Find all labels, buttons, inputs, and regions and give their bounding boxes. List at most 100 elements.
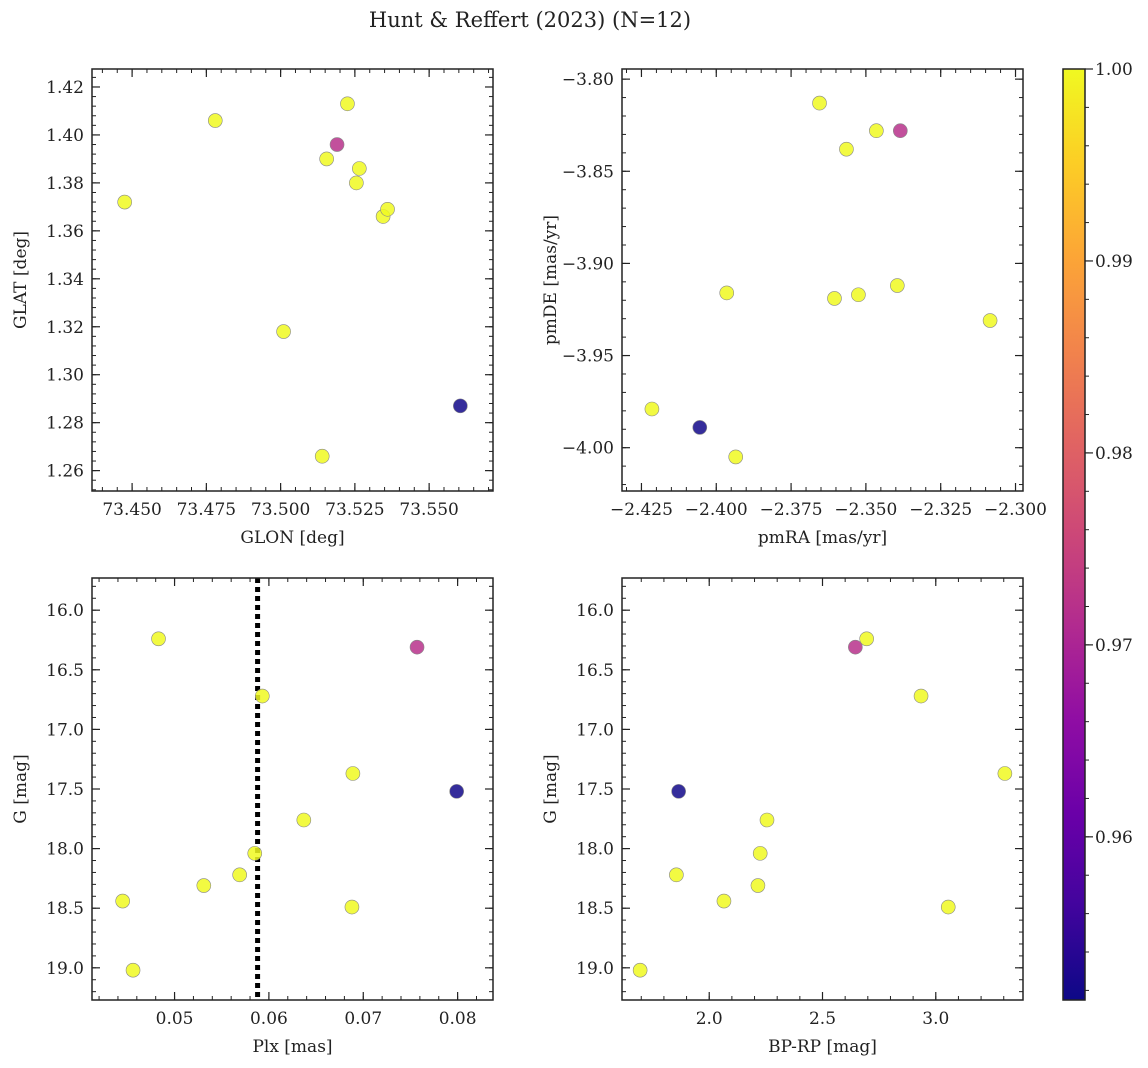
data-point bbox=[632, 962, 648, 978]
y-tick-label: 17.5 bbox=[46, 780, 84, 800]
data-point bbox=[345, 766, 361, 781]
y-tick-label: 1.40 bbox=[46, 126, 84, 146]
data-point bbox=[669, 867, 684, 883]
data-point bbox=[232, 867, 247, 883]
data-point bbox=[869, 123, 884, 139]
colorbar-tick-label: 0.98 bbox=[1095, 444, 1133, 464]
data-point bbox=[913, 688, 929, 704]
data-point bbox=[344, 899, 360, 915]
y-tick-label: 19.0 bbox=[576, 959, 614, 979]
y-tick-label: 16.0 bbox=[46, 601, 84, 621]
y-tick-label: 1.28 bbox=[46, 414, 84, 434]
y-tick-label: 17.0 bbox=[46, 720, 84, 740]
data-point bbox=[453, 398, 468, 414]
y-tick-label: 18.5 bbox=[576, 899, 614, 919]
data-point bbox=[671, 784, 686, 799]
data-point bbox=[296, 812, 312, 828]
data-point bbox=[982, 313, 998, 328]
y-tick-label: 1.30 bbox=[46, 366, 84, 386]
y-axis-label: pmDE [mas/yr] bbox=[541, 215, 561, 345]
y-tick-label: −3.80 bbox=[562, 70, 614, 90]
data-point bbox=[759, 812, 775, 828]
x-axis-label: BP-RP [mag] bbox=[768, 1037, 877, 1057]
axes-frame bbox=[91, 577, 494, 1001]
x-tick-label: −2.300 bbox=[984, 500, 1047, 520]
data-point bbox=[750, 878, 766, 893]
data-point bbox=[449, 784, 464, 799]
y-tick-label: −3.95 bbox=[562, 347, 614, 367]
data-point bbox=[719, 285, 735, 301]
data-point bbox=[125, 962, 141, 978]
axes-frame bbox=[621, 68, 1024, 492]
x-tick-label: −2.350 bbox=[834, 500, 897, 520]
colorbar-tick-label: 0.99 bbox=[1095, 252, 1133, 272]
data-point bbox=[380, 201, 395, 217]
x-axis-label: pmRA [mas/yr] bbox=[758, 528, 887, 548]
data-point bbox=[247, 846, 263, 861]
y-axis-label: G [mag] bbox=[541, 754, 561, 823]
axes-frame bbox=[91, 68, 494, 492]
y-tick-label: 16.5 bbox=[576, 661, 614, 681]
data-point bbox=[827, 291, 842, 306]
y-tick-label: −3.90 bbox=[562, 254, 614, 274]
data-point bbox=[940, 899, 956, 915]
data-point bbox=[196, 878, 212, 893]
y-tick-label: 18.0 bbox=[46, 840, 84, 860]
panel-bprp-g: 2.0 2.5 3.0 16.0 16.5 17.0 17.5 18.0 18.5 19.0 BP-… bbox=[541, 577, 1024, 1057]
x-tick-label: 0.05 bbox=[156, 1009, 194, 1029]
colorbar-tick-label: 1.00 bbox=[1095, 60, 1133, 80]
y-tick-label: 19.0 bbox=[46, 959, 84, 979]
x-axis-label: Plx [mas] bbox=[252, 1037, 332, 1057]
data-point bbox=[349, 175, 364, 191]
figure-title: Hunt & Reffert (2023) (N=12) bbox=[369, 8, 691, 32]
x-tick-label: 2.0 bbox=[696, 1009, 723, 1029]
data-point bbox=[644, 401, 660, 417]
data-point bbox=[812, 95, 827, 111]
panel-plx-g: 0.05 0.06 0.07 0.08 16.0 16.5 17.0 17.5 18.0 18.5… bbox=[11, 577, 494, 1057]
data-point bbox=[851, 287, 866, 303]
y-tick-label: 18.0 bbox=[576, 840, 614, 860]
y-tick-label: 17.0 bbox=[576, 720, 614, 740]
y-tick-label: −3.85 bbox=[562, 162, 614, 182]
x-tick-label: −2.375 bbox=[760, 500, 823, 520]
axes-frame bbox=[621, 577, 1024, 1001]
y-tick-label: 16.5 bbox=[46, 661, 84, 681]
x-tick-label: 73.500 bbox=[251, 500, 310, 520]
colorbar-gradient bbox=[1062, 68, 1086, 1001]
x-tick-label: 2.5 bbox=[809, 1009, 836, 1029]
x-tick-label: 73.550 bbox=[399, 500, 458, 520]
y-tick-label: 1.34 bbox=[46, 270, 84, 290]
data-point bbox=[319, 151, 334, 167]
x-tick-label: 0.07 bbox=[344, 1009, 382, 1029]
data-point bbox=[255, 688, 270, 704]
data-point bbox=[314, 448, 330, 464]
data-point bbox=[692, 420, 708, 435]
data-point bbox=[207, 113, 223, 128]
data-point bbox=[117, 194, 132, 210]
y-tick-label: 1.26 bbox=[46, 462, 84, 482]
data-point bbox=[728, 449, 744, 465]
y-tick-label: 1.42 bbox=[46, 78, 84, 98]
colorbar-tick-label: 0.97 bbox=[1095, 636, 1133, 656]
y-tick-label: 16.0 bbox=[576, 601, 614, 621]
x-tick-label: 0.08 bbox=[439, 1009, 477, 1029]
y-tick-label: −4.00 bbox=[562, 439, 614, 459]
y-axis-label: G [mag] bbox=[11, 754, 31, 823]
data-point bbox=[329, 137, 345, 152]
x-tick-label: 0.06 bbox=[250, 1009, 288, 1029]
data-point bbox=[352, 161, 367, 176]
data-point bbox=[752, 846, 768, 861]
x-tick-label: 73.475 bbox=[177, 500, 236, 520]
panel-glon-glat: 73.450 73.475 73.500 73.525 73.550 1.26 1.28 1.… bbox=[11, 68, 494, 548]
data-point bbox=[839, 141, 854, 157]
data-point bbox=[859, 631, 874, 647]
data-point bbox=[276, 324, 291, 339]
colorbar: 0.96 0.97 0.98 0.99 1.00 bbox=[1062, 60, 1133, 1001]
data-point bbox=[409, 639, 425, 655]
y-tick-label: 17.5 bbox=[576, 780, 614, 800]
data-point bbox=[890, 278, 905, 293]
x-tick-label: 73.525 bbox=[325, 500, 384, 520]
x-tick-label: −2.400 bbox=[685, 500, 748, 520]
colorbar-tick-label: 0.96 bbox=[1095, 828, 1133, 848]
x-axis-label: GLON [deg] bbox=[240, 528, 344, 548]
